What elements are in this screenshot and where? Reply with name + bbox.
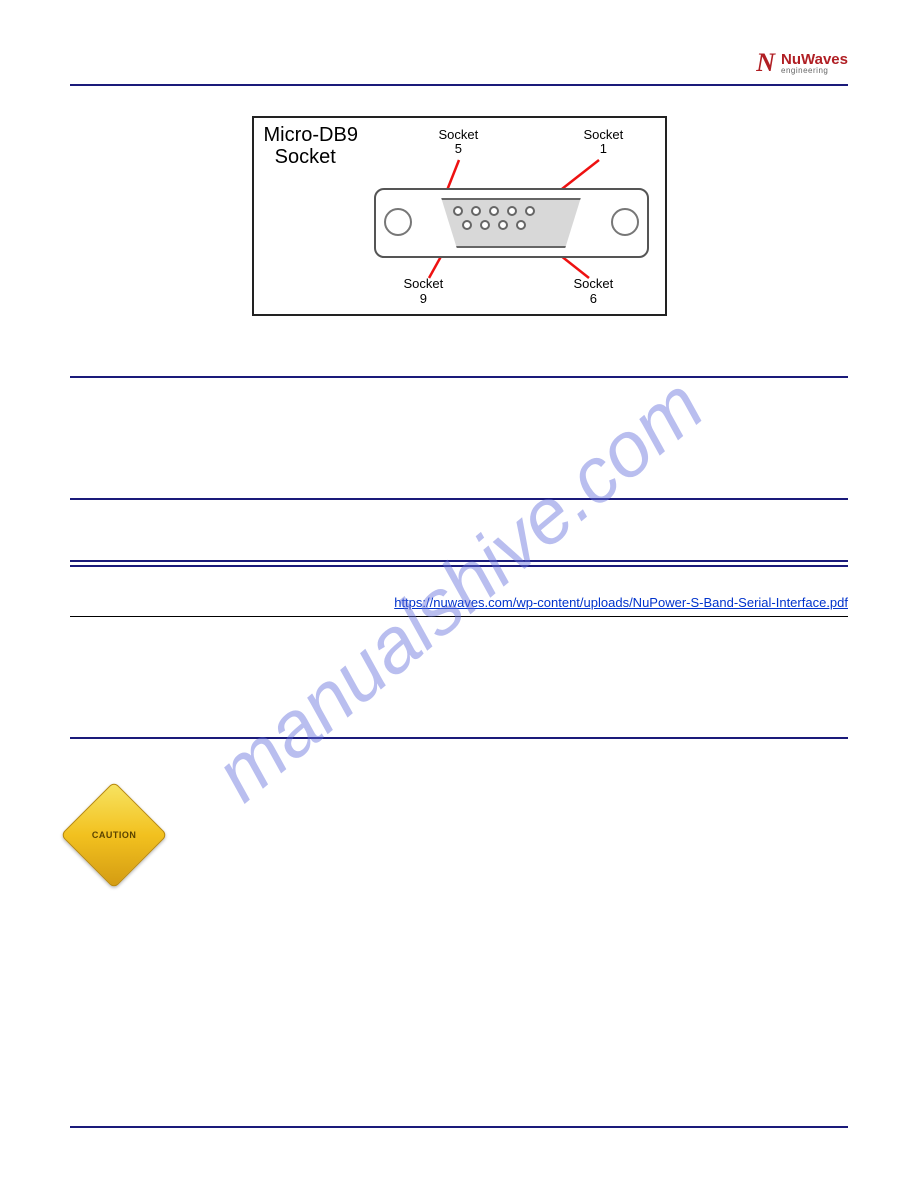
socket-label-text: Socket: [404, 276, 444, 291]
pin-grid: [452, 206, 536, 230]
header-rule: [70, 84, 848, 86]
socket-1-label: Socket 1: [584, 128, 624, 157]
socket-num-text: 1: [600, 141, 607, 156]
pin: [480, 220, 490, 230]
pin-row-top: [452, 206, 536, 216]
socket-5-label: Socket 5: [439, 128, 479, 157]
socket-num-text: 9: [420, 291, 427, 306]
pin: [489, 206, 499, 216]
spacer: [70, 500, 848, 560]
page-header: N NuWaves engineering: [70, 50, 848, 84]
link-row: https://nuwaves.com/wp-content/uploads/N…: [70, 583, 848, 612]
pin: [507, 206, 517, 216]
spacer: [70, 378, 848, 498]
pdf-link[interactable]: https://nuwaves.com/wp-content/uploads/N…: [394, 595, 848, 610]
section-rule-4: [70, 737, 848, 739]
logo-sub-text: engineering: [781, 67, 848, 75]
pin: [525, 206, 535, 216]
caution-sign-icon: CAUTION: [60, 781, 167, 888]
figure-title-line2: Socket: [275, 146, 336, 168]
pin: [516, 220, 526, 230]
screw-hole-left: [384, 208, 412, 236]
pin: [498, 220, 508, 230]
socket-label-text: Socket: [439, 127, 479, 142]
pin: [471, 206, 481, 216]
section-rule-3b: [70, 565, 848, 567]
pin: [462, 220, 472, 230]
caution-wrap: CAUTION: [70, 783, 152, 873]
socket-label-text: Socket: [584, 127, 624, 142]
caution-row: CAUTION: [70, 783, 848, 873]
socket-label-text: Socket: [574, 276, 614, 291]
caution-label: CAUTION: [92, 830, 137, 840]
socket-num-text: 5: [455, 141, 462, 156]
pin-row-bottom: [452, 220, 536, 230]
document-page: N NuWaves engineering Micro-DB9 Socket S…: [0, 0, 918, 1188]
figure-title: Micro-DB9 Socket: [264, 124, 358, 168]
figure-title-line1: Micro-DB9: [264, 124, 358, 146]
logo-text-block: NuWaves engineering: [781, 52, 848, 75]
logo-glyph-icon: N: [756, 50, 775, 76]
spacer: [70, 617, 848, 737]
figure-container: Micro-DB9 Socket Socket 5 Socket 1 Socke…: [70, 116, 848, 316]
pin: [453, 206, 463, 216]
db9-connector-diagram: [374, 188, 649, 263]
socket-num-text: 6: [590, 291, 597, 306]
footer-rule: [70, 1126, 848, 1128]
socket-9-label: Socket 9: [404, 277, 444, 306]
socket-6-label: Socket 6: [574, 277, 614, 306]
logo-main-text: NuWaves: [781, 52, 848, 67]
screw-hole-right: [611, 208, 639, 236]
brand-logo: N NuWaves engineering: [756, 50, 848, 76]
figure-box: Micro-DB9 Socket Socket 5 Socket 1 Socke…: [252, 116, 667, 316]
